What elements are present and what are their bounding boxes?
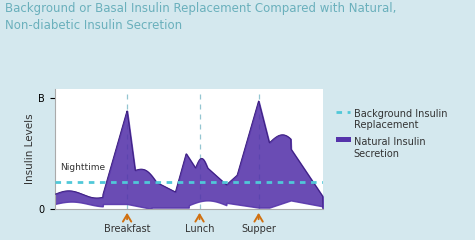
Text: Background Insulin
Replacement: Background Insulin Replacement [354, 109, 447, 130]
Text: Nighttime: Nighttime [60, 163, 105, 173]
Y-axis label: Insulin Levels: Insulin Levels [25, 114, 35, 184]
Text: Breakfast: Breakfast [104, 224, 150, 234]
Text: Supper: Supper [241, 224, 276, 234]
Text: Background or Basal Insulin Replacement Compared with Natural,
Non-diabetic Insu: Background or Basal Insulin Replacement … [5, 2, 396, 32]
Text: Natural Insulin
Secretion: Natural Insulin Secretion [354, 137, 426, 159]
Text: Lunch: Lunch [185, 224, 214, 234]
